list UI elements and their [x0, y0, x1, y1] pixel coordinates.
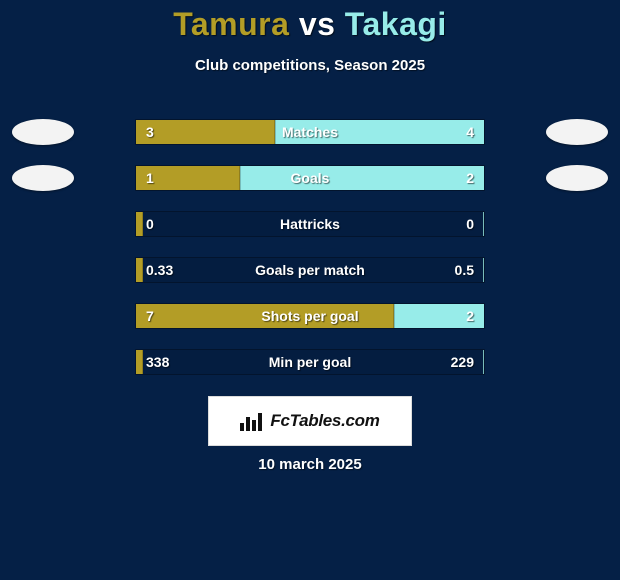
bar-track: Goals12	[135, 165, 485, 191]
bar-left	[136, 304, 394, 328]
player1-name: Tamura	[173, 6, 289, 42]
stat-row: Goals12	[0, 162, 620, 194]
bar-track: Min per goal338 229	[135, 349, 485, 375]
bar-right	[394, 304, 484, 328]
vs-text: vs	[299, 6, 336, 42]
bar-track: Hattricks0 0	[135, 211, 485, 237]
team-badge-left	[12, 165, 74, 191]
bar-left	[136, 350, 143, 374]
subtitle: Club competitions, Season 2025	[0, 57, 620, 74]
stat-label: Min per goal	[136, 354, 484, 370]
bar-right	[275, 120, 484, 144]
brand-text: FcTables.com	[270, 411, 379, 431]
stat-label: Goals per match	[136, 262, 484, 278]
bar-track: Shots per goal72	[135, 303, 485, 329]
title: Tamura vs Takagi	[0, 0, 620, 43]
stat-row: Goals per match0.33 0.5	[0, 254, 620, 286]
bars-icon	[240, 411, 264, 431]
bar-track: Goals per match0.33 0.5	[135, 257, 485, 283]
stat-value-left: 0	[146, 216, 154, 232]
bar-left	[136, 258, 143, 282]
stat-value-right: 0.5	[455, 262, 474, 278]
stat-label: Hattricks	[136, 216, 484, 232]
bar-right	[483, 258, 484, 282]
bar-left	[136, 212, 143, 236]
chart-area: Matches34 Goals12 Hattricks0 0 Goals per mat…	[0, 116, 620, 392]
bar-right	[483, 212, 484, 236]
team-badge-left	[12, 119, 74, 145]
bar-right	[483, 350, 484, 374]
stat-value-right: 0	[466, 216, 474, 232]
date-text: 10 march 2025	[0, 456, 620, 473]
stat-row: Matches34	[0, 116, 620, 148]
bar-right	[240, 166, 484, 190]
stat-row: Min per goal338 229	[0, 346, 620, 378]
bar-track: Matches34	[135, 119, 485, 145]
stat-value-right: 229	[451, 354, 474, 370]
stat-value-left: 338	[146, 354, 169, 370]
team-badge-right	[546, 165, 608, 191]
bar-left	[136, 120, 275, 144]
stat-row: Hattricks0 0	[0, 208, 620, 240]
bar-left	[136, 166, 240, 190]
brand-badge: FcTables.com	[208, 396, 412, 446]
team-badge-right	[546, 119, 608, 145]
comparison-infographic: Tamura vs Takagi Club competitions, Seas…	[0, 0, 620, 580]
stat-row: Shots per goal72	[0, 300, 620, 332]
player2-name: Takagi	[345, 6, 447, 42]
stat-value-left: 0.33	[146, 262, 173, 278]
